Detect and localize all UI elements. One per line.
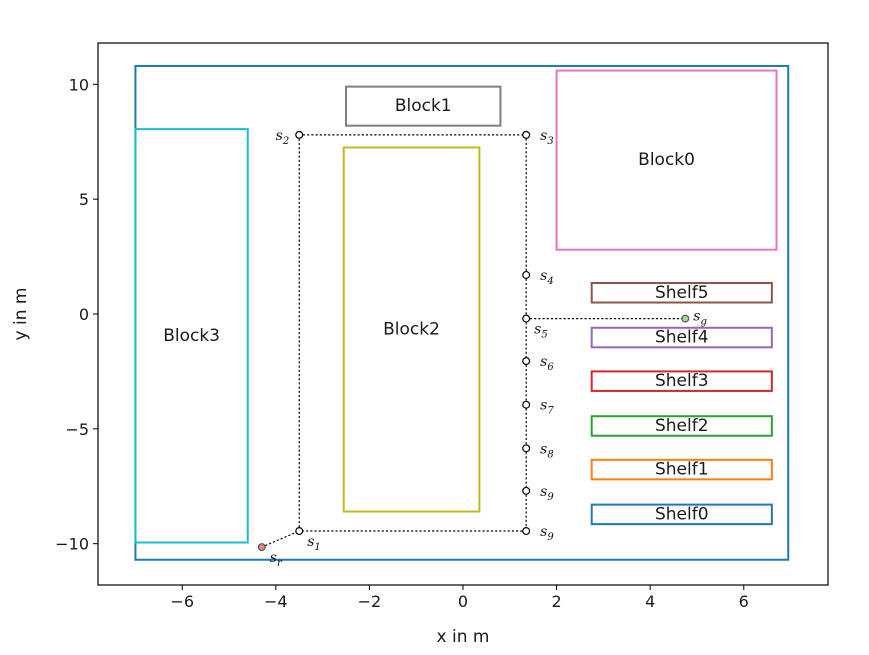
x-tick-label: 0 — [458, 592, 468, 611]
waypoint-s3 — [522, 130, 531, 139]
waypoint-s4 — [522, 270, 531, 279]
waypoint-label-base: s — [693, 309, 700, 325]
shelf5-label: Shelf5 — [655, 283, 709, 303]
y-axis-title: y in m — [11, 288, 31, 341]
waypoint-label-sub: 6 — [547, 362, 554, 373]
waypoint-label-s3: s3 — [540, 128, 554, 147]
y-tick-label: 10 — [69, 75, 89, 94]
x-tick-label: 2 — [551, 592, 561, 611]
waypoint-label-sr: sr — [270, 550, 283, 569]
waypoint-label-sub: 2 — [282, 136, 289, 147]
waypoint-label-s8: s8 — [540, 441, 554, 460]
waypoint-label-sub: 9 — [547, 492, 554, 503]
waypoint-s9a — [522, 486, 531, 495]
block2-label: Block2 — [383, 320, 440, 340]
waypoint-s1 — [295, 527, 304, 536]
path-segment-r-1 — [261, 530, 300, 548]
y-tick-label: −5 — [65, 420, 89, 439]
waypoint-label-sg: sg — [693, 309, 707, 328]
block3-rect — [134, 128, 249, 544]
block0-label: Block0 — [638, 150, 695, 170]
path-layer — [261, 134, 686, 548]
waypoint-label-base: s — [270, 550, 277, 566]
block3-label: Block3 — [163, 326, 220, 346]
x-tick-label: 4 — [645, 592, 655, 611]
x-axis-title: x in m — [437, 627, 490, 647]
y-tick-label: 5 — [79, 190, 89, 209]
block1-label: Block1 — [395, 96, 452, 116]
waypoint-label-sub: 1 — [314, 542, 320, 553]
waypoint-s6 — [522, 357, 531, 366]
y-tick-label: −10 — [55, 535, 89, 554]
waypoint-sg — [681, 314, 690, 323]
shelf2-label: Shelf2 — [655, 416, 709, 436]
shelf4-label: Shelf4 — [655, 328, 709, 348]
block1-rect — [345, 85, 502, 127]
waypoint-label-base: s — [540, 484, 547, 500]
shelf1-label: Shelf1 — [655, 460, 709, 480]
waypoint-s5 — [522, 314, 531, 323]
waypoint-label-base: s — [534, 322, 541, 338]
shelf0-rect — [590, 503, 773, 526]
ticks-layer: −6 −4 −2 0 2 4 6 −10 −5 0 5 10 — [55, 75, 749, 611]
waypoint-s7 — [522, 400, 531, 409]
waypoint-label-s6: s6 — [540, 354, 554, 373]
shelf3-rect — [590, 370, 773, 392]
waypoint-label-base: s — [540, 398, 547, 414]
waypoint-label-base: s — [540, 441, 547, 457]
waypoint-label-sub: r — [277, 558, 283, 569]
x-tick-label: −2 — [358, 592, 382, 611]
waypoint-label-sub: g — [700, 317, 706, 328]
x-tick-label: −6 — [170, 592, 194, 611]
shelf5-rect — [590, 281, 773, 304]
shelf1-rect — [590, 458, 773, 481]
waypoint-label-sub: 3 — [547, 136, 553, 147]
waypoint-label-base: s — [540, 128, 547, 144]
waypoint-label-sub: 8 — [547, 449, 553, 460]
waypoint-label-s9b: s9 — [540, 524, 554, 543]
shelf0-label: Shelf0 — [655, 504, 709, 524]
shelf2-rect — [590, 415, 773, 437]
waypoint-sr — [257, 543, 266, 552]
waypoint-label-sub: 4 — [546, 276, 553, 287]
waypoint-label-s1: s1 — [307, 534, 321, 553]
waypoint-s2 — [295, 130, 304, 139]
block0-rect — [555, 69, 778, 251]
waypoint-label-s5: s5 — [534, 322, 548, 341]
waypoint-label-base: s — [307, 534, 314, 550]
waypoint-s9b — [522, 527, 531, 536]
waypoint-label-base: s — [540, 268, 547, 284]
boundary-rect — [134, 64, 790, 561]
shelf3-label: Shelf3 — [655, 371, 709, 391]
plot-content: Block1 Block0 Block2 Block3 Shelf5 Shelf4 Shel… — [134, 64, 790, 561]
waypoint-s8 — [522, 444, 531, 453]
waypoint-label-sub: 9 — [547, 532, 554, 543]
waypoint-label-sub: 7 — [547, 406, 554, 417]
waypoint-label-base: s — [540, 354, 547, 370]
waypoint-label-sub: 5 — [541, 330, 547, 341]
shelf4-rect — [590, 326, 773, 349]
waypoint-label-base: s — [540, 524, 547, 540]
y-tick-label: 0 — [79, 305, 89, 324]
x-tick-label: −4 — [264, 592, 288, 611]
x-tick-label: 6 — [739, 592, 749, 611]
waypoint-label-s7: s7 — [540, 398, 554, 417]
waypoint-label-s4: s4 — [540, 268, 554, 287]
waypoint-label-base: s — [276, 128, 283, 144]
waypoint-label-s9a: s9 — [540, 484, 554, 503]
waypoint-label-s2: s2 — [276, 128, 290, 147]
block2-rect — [342, 146, 481, 513]
